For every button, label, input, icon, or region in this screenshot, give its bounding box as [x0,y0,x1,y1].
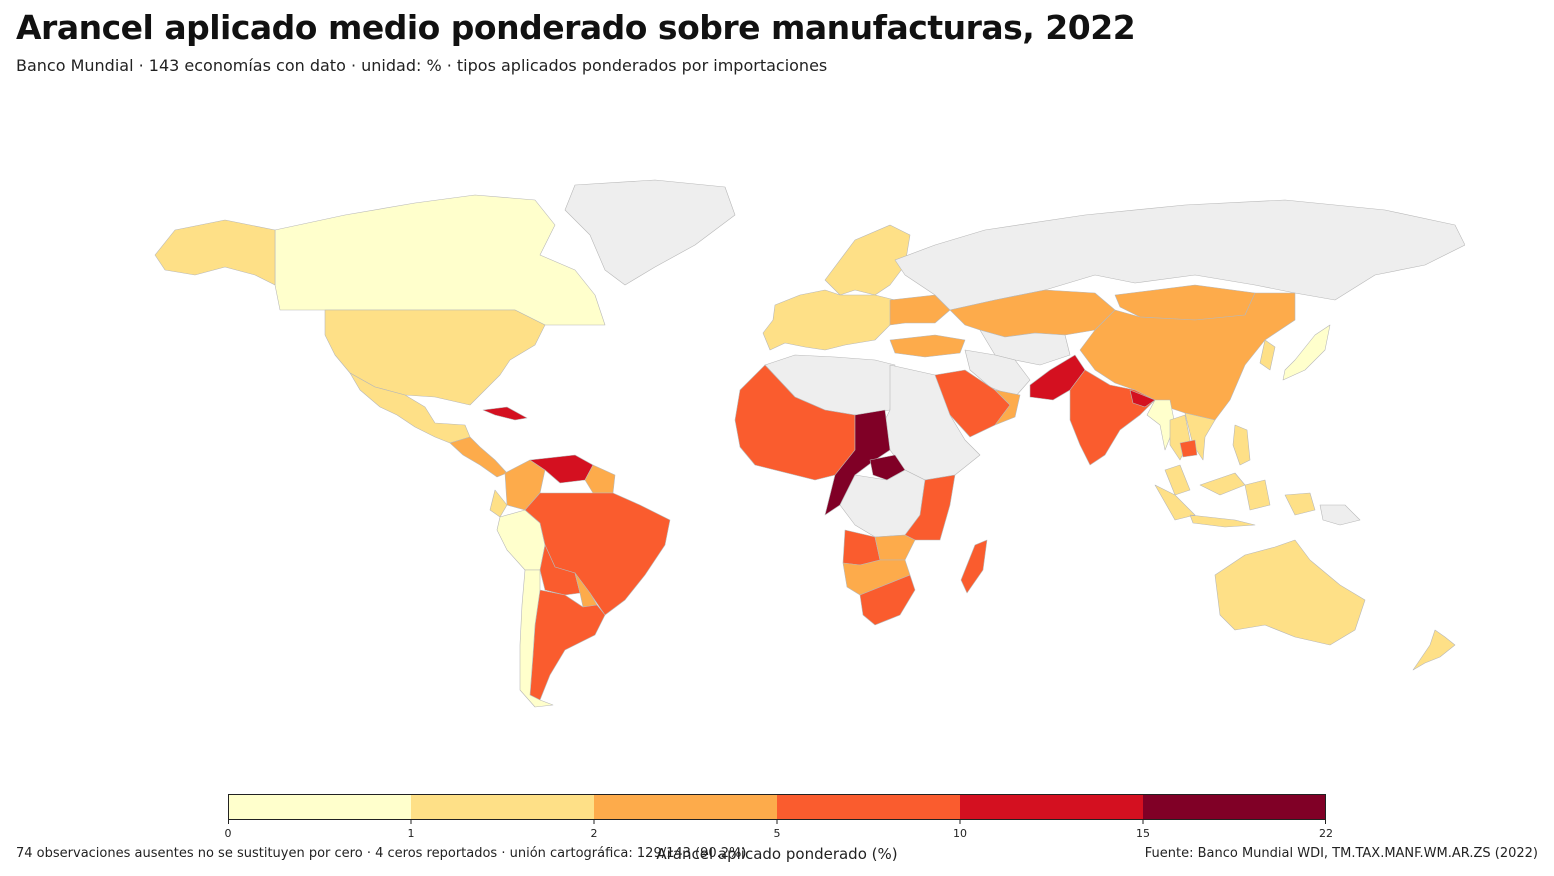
region-madagascar [960,539,988,594]
region-europe [762,289,896,351]
legend-bin-0 [228,794,411,820]
region-south-africa [859,574,916,626]
footnote-left: 74 observaciones ausentes no se sustituy… [16,846,747,861]
legend-tick-label: 22 [1319,827,1333,840]
region-greenland [564,179,736,286]
region-west-africa [734,364,856,481]
source-note: Fuente: Banco Mundial WDI, TM.TAX.MANF.W… [1144,846,1538,861]
region-papua-new-guinea [1319,504,1361,526]
legend-tick-label: 5 [774,827,781,840]
world-choropleth-map [154,179,1465,708]
legend-title: Arancel aplicado ponderado (%) [656,845,898,863]
region-korea [1259,339,1276,371]
region-kazakhstan [949,289,1116,338]
region-iran [964,349,1031,398]
region-argentina [529,589,606,701]
region-central-america [449,436,508,478]
region-zambia [874,534,916,561]
legend-bin-1 [411,794,594,820]
region-mongolia [1114,284,1256,321]
region-canada [274,194,606,326]
region-alaska [154,219,276,286]
legend-tick-label: 1 [408,827,415,840]
map-title: Arancel aplicado medio ponderado sobre m… [16,8,1136,47]
region-malaysia [1164,464,1246,496]
region-indonesia [1154,479,1316,528]
legend-colorbar: 0 1 2 5 10 15 22 [225,794,1333,840]
region-turkey [889,334,966,358]
region-australia [1214,539,1366,646]
region-scandinavia [824,224,911,296]
region-vietnam [1184,412,1216,461]
legend-frame [228,794,1326,820]
legend-tick-label: 0 [225,827,232,840]
legend-tick-label: 15 [1136,827,1150,840]
color-legend: 0 1 2 5 10 15 22 [225,794,1333,840]
region-bangladesh [1129,389,1156,408]
region-cuba [482,406,528,421]
region-oman [994,389,1021,426]
region-japan [1282,324,1331,381]
region-united-states [324,309,546,406]
legend-bin-4 [960,794,1143,820]
region-cambodia [1179,439,1198,458]
region-china [1079,292,1296,421]
region-new-zealand [1412,629,1456,671]
map-subtitle: Banco Mundial · 143 economías con dato ·… [16,56,828,75]
legend-bin-5 [1143,794,1326,820]
region-philippines [1232,424,1251,466]
legend-bin-3 [777,794,960,820]
legend-tick-label: 10 [953,827,967,840]
region-myanmar [1146,399,1176,451]
region-kenya-tanzania [904,474,956,541]
legend-tick-label: 2 [591,827,598,840]
region-guyana-suriname [584,464,616,494]
region-chile [519,569,554,708]
legend-bin-2 [594,794,777,820]
region-ecuador [489,489,508,518]
